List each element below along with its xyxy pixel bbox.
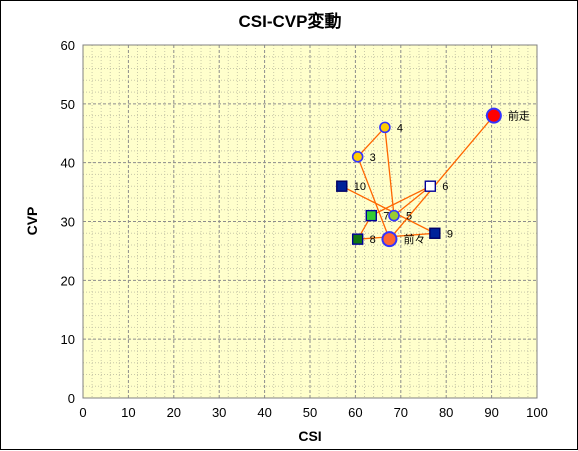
point-marker (381, 231, 398, 248)
point-label: 8 (370, 234, 376, 246)
x-tick-label: 0 (79, 405, 86, 420)
x-tick-label: 20 (167, 405, 181, 420)
point-label: 6 (442, 181, 448, 193)
y-tick-label: 10 (61, 332, 75, 347)
x-tick-label: 50 (303, 405, 317, 420)
point-label: 3 (370, 152, 376, 164)
point-marker (379, 121, 391, 134)
point-marker (388, 209, 400, 222)
x-tick-label: 30 (212, 405, 226, 420)
x-tick-label: 10 (121, 405, 135, 420)
plot-border (82, 44, 538, 399)
point-marker (336, 180, 348, 192)
x-tick-label: 100 (526, 405, 548, 420)
y-tick-label: 20 (61, 273, 75, 288)
point-marker (429, 227, 441, 239)
point-marker (365, 209, 377, 222)
point-marker (351, 150, 364, 163)
y-axis-label: CVP (24, 207, 40, 236)
point-label: 前々 (403, 232, 425, 246)
x-tick-label: 40 (257, 405, 271, 420)
point-label: 7 (383, 211, 389, 223)
grid (83, 45, 537, 398)
point-label: 前走 (508, 109, 530, 123)
y-tick-label: 30 (61, 215, 75, 230)
point-label: 4 (397, 122, 403, 134)
tick-labels: 0 10 20 30 40 50 60 70 80 90 100 0 10 20 30 40 50 60 (61, 38, 548, 420)
x-tick-label: 70 (394, 405, 408, 420)
x-tick-label: 90 (484, 405, 498, 420)
point-marker (424, 180, 437, 192)
y-tick-label: 60 (61, 38, 75, 53)
y-tick-label: 50 (61, 97, 75, 112)
y-tick-label: 40 (61, 156, 75, 171)
point-label: 9 (447, 228, 453, 240)
point-marker (351, 233, 364, 245)
x-axis-label: CSI (298, 428, 321, 444)
point-label: 10 (354, 181, 366, 193)
point-label: 5 (406, 211, 412, 223)
data-points (336, 107, 502, 248)
x-tick-label: 60 (348, 405, 362, 420)
chart-title: CSI-CVP変動 (239, 11, 342, 31)
point-marker (485, 107, 502, 124)
y-tick-label: 0 (68, 391, 75, 406)
x-tick-label: 80 (439, 405, 453, 420)
